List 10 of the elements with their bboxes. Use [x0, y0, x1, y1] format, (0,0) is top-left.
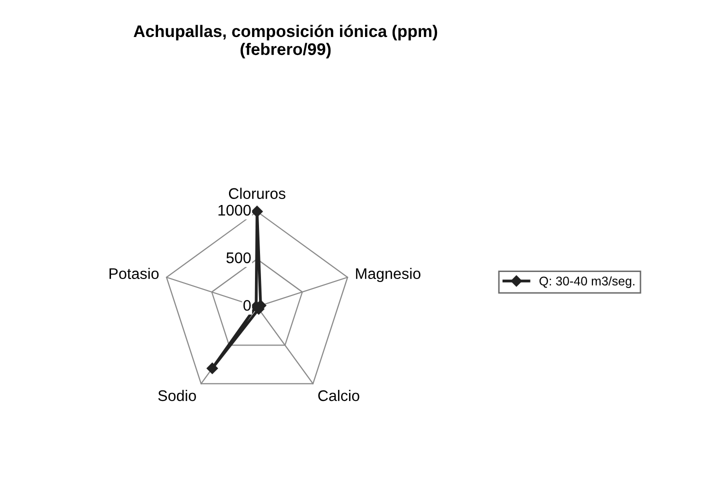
spoke-label: Cloruros	[228, 188, 286, 199]
spoke-label: Sodio	[158, 390, 196, 402]
y-tick-label: 500	[226, 252, 251, 264]
spoke-label: Magnesio	[356, 268, 420, 282]
y-tick-label: 0	[243, 300, 251, 311]
chart-title: Achupallas, composición iónica (ppm) (febrero/99)	[134, 24, 438, 58]
y-tick-label: 1000	[218, 204, 251, 216]
legend-label: Q: 30-40 m3/seg.	[540, 276, 634, 288]
spoke-label: Potasio	[110, 268, 159, 280]
spoke-label: Calcio	[318, 390, 360, 402]
